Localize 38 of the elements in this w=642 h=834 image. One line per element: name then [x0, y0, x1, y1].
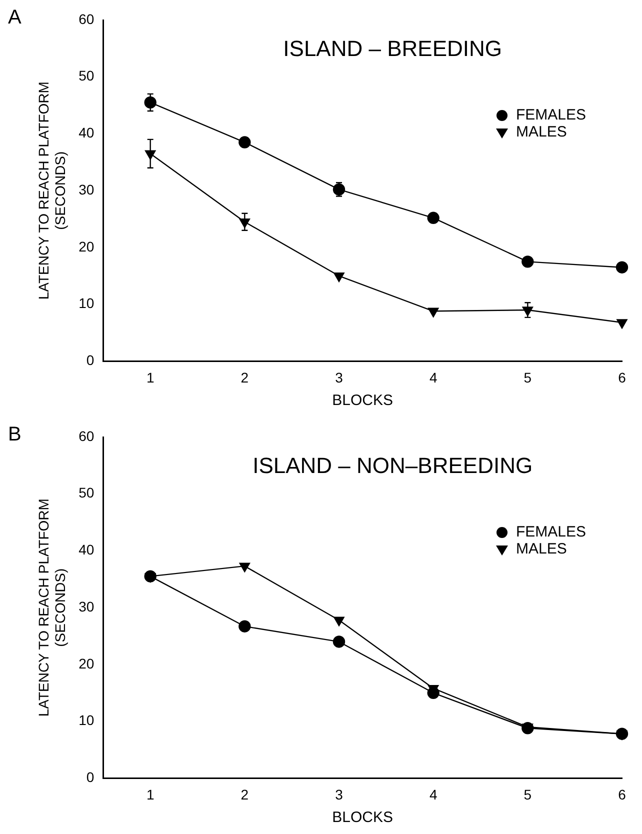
y-tick-label: 40 [78, 124, 94, 141]
y-tick-label: 30 [78, 181, 94, 198]
x-axis-title: BLOCKS [332, 392, 394, 410]
legend-label: FEMALES [516, 106, 586, 124]
y-tick-label: 20 [78, 655, 94, 672]
x-tick-label: 5 [524, 786, 532, 802]
y-tick-label: 0 [86, 352, 94, 368]
y-tick-label: 10 [78, 295, 94, 312]
legend-label: FEMALES [516, 524, 586, 541]
legend-label: MALES [516, 540, 567, 558]
text: B [8, 424, 22, 446]
text: ISLAND – BREEDING [283, 36, 502, 62]
y-axis-title: LATENCY TO REACH PLATFORM (SECONDS) [35, 498, 68, 717]
x-tick-label: 5 [524, 369, 532, 386]
x-axis-title: BLOCKS [332, 809, 394, 826]
y-axis-title: LATENCY TO REACH PLATFORM (SECONDS) [35, 82, 68, 300]
x-tick-label: 6 [618, 786, 626, 802]
x-tick-label: 1 [146, 369, 154, 386]
x-tick-label: 4 [429, 786, 438, 802]
x-tick-label: 6 [618, 369, 626, 386]
y-tick-label: 20 [78, 238, 94, 254]
x-tick-label: 3 [335, 369, 344, 386]
x-tick-label: 1 [146, 786, 154, 802]
text: A [8, 6, 22, 29]
y-tick-label: 40 [78, 542, 94, 558]
y-tick-label: 60 [78, 428, 94, 444]
y-tick-label: 60 [78, 10, 94, 27]
x-tick-label: 2 [240, 369, 249, 386]
y-tick-label: 50 [78, 68, 94, 84]
legend-label: MALES [516, 124, 567, 141]
y-tick-label: 10 [78, 712, 94, 728]
x-tick-label: 3 [335, 786, 344, 802]
y-tick-label: 0 [86, 769, 94, 786]
x-tick-label: 2 [240, 786, 249, 802]
x-tick-label: 4 [429, 369, 438, 386]
y-tick-label: 30 [78, 598, 94, 614]
text: ISLAND – NON–BREEDING [252, 453, 533, 478]
y-tick-label: 50 [78, 484, 94, 501]
